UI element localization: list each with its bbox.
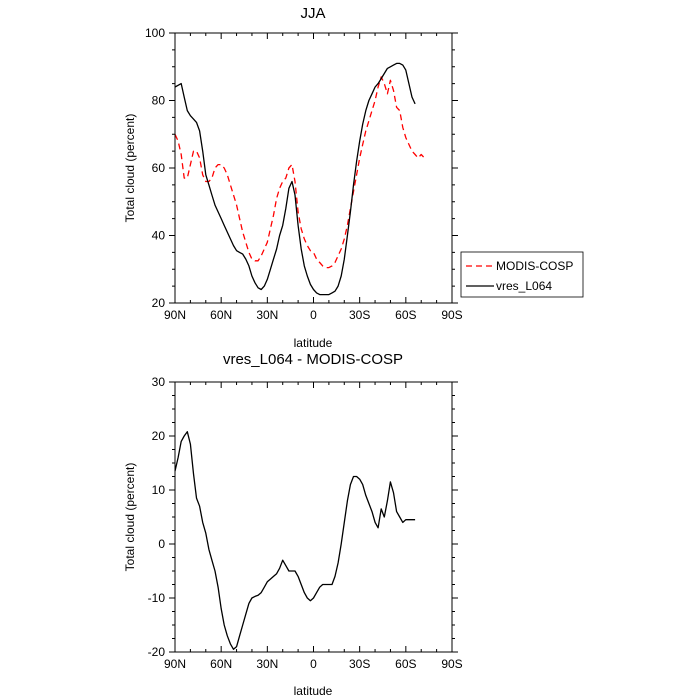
plot2-y-tick-label: 10 [152,483,166,497]
plot1-y-tick-label: 20 [152,296,166,310]
plot1-x-tick-label: 30S [349,308,370,322]
plot2-title: vres_L064 - MODIS-COSP [223,351,403,368]
plot2-y-tick-label: 0 [158,537,165,551]
plot1-ylabel: Total cloud (percent) [123,114,137,223]
plot2-y-tick-label: 20 [152,429,166,443]
plot1-title: JJA [300,5,325,22]
plot2-ylabel: Total cloud (percent) [123,463,137,572]
plot1-axis-ticks: 90N 60N 30N 0 30S 60S 90S 20 40 60 80 100 [145,26,463,322]
plot2-series-line-0 [174,431,416,650]
plot-total-cloud-difference: vres_L064 - MODIS-COSP Total cloud (perc… [123,351,463,698]
plot1-x-tick-label: 30N [256,308,278,322]
plot2-x-tick-label: 30N [256,657,278,671]
plot2-series-lines [174,431,416,650]
plot1-y-tick-label: 40 [152,229,166,243]
plot1-x-tick-label: 0 [310,308,317,322]
legend: MODIS-COSP vres_L064 [460,251,584,298]
plot1-x-tick-label: 60N [210,308,232,322]
plot1-y-tick-label: 60 [152,161,166,175]
plot2-y-tick-label: -10 [148,591,166,605]
plot1-y-tick-label: 100 [145,26,165,40]
plot2-x-tick-label: 60S [395,657,416,671]
plot1-x-tick-label: 90N [164,308,186,322]
plot1-frame [174,32,453,304]
plot2-x-tick-label: 60N [210,657,232,671]
plot2-y-tick-label: -20 [148,645,166,659]
plot2-frame [174,381,453,653]
plot1-xlabel: latitude [294,336,333,350]
legend-box [460,251,584,298]
plot2-x-tick-label: 0 [310,657,317,671]
plot1-series-lines [174,62,425,296]
plot2-xlabel: latitude [294,684,333,698]
plot2-y-tick-label: 30 [152,375,166,389]
plot1-x-tick-label: 60S [395,308,416,322]
plot2-x-tick-label: 30S [349,657,370,671]
plot2-axis-ticks: 90N 60N 30N 0 30S 60S 90S -20 -10 0 10 20 30 [148,375,463,671]
legend-label-modis-cosp: MODIS-COSP [496,259,573,273]
plot1-x-tick-label: 90S [441,308,462,322]
plot1-series-line-vres-l064 [174,62,416,296]
plot-total-cloud-jja: JJA Total cloud (percent) latitude 90N 60… [123,5,584,350]
plot1-series-line-modis-cosp [174,76,425,269]
legend-label-vres-l064: vres_L064 [496,279,552,293]
plot1-y-tick-label: 80 [152,94,166,108]
plot2-x-tick-label: 90N [164,657,186,671]
plot2-x-tick-label: 90S [441,657,462,671]
